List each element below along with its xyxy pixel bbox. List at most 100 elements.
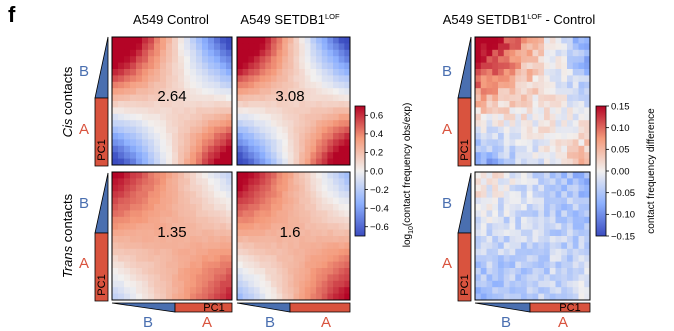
- heatmap-cell: [509, 184, 516, 192]
- heatmap-cis-difference: [474, 36, 591, 166]
- heatmap-cell: [160, 248, 167, 256]
- heatmap-cell: [503, 43, 510, 51]
- heatmap-cell: [555, 178, 562, 186]
- heatmap-cell: [480, 145, 487, 153]
- heatmap-cell: [567, 178, 574, 186]
- heatmap-cell: [124, 56, 131, 63]
- heatmap-cell: [148, 75, 155, 83]
- heatmap-cell: [148, 69, 155, 76]
- colorbar-tick-label: −0.4: [370, 203, 389, 214]
- b-label: B: [442, 63, 452, 80]
- heatmap-cell: [549, 248, 556, 256]
- heatmap-cell: [544, 145, 551, 153]
- heatmap-cell: [270, 210, 277, 218]
- heatmap-cell: [515, 126, 522, 134]
- heatmap-cell: [226, 94, 233, 102]
- heatmap-cell: [242, 223, 249, 230]
- heatmap-cell: [282, 107, 289, 115]
- heatmap-cell: [214, 107, 221, 115]
- heatmap-cell: [242, 242, 249, 250]
- heatmap-cell: [521, 242, 528, 250]
- heatmap-cell: [480, 152, 487, 159]
- heatmap-cell: [154, 236, 161, 243]
- heatmap-cell: [142, 229, 149, 237]
- heatmap-cell: [310, 178, 317, 186]
- heatmap-cell: [142, 107, 149, 115]
- heatmap-cell: [136, 191, 143, 198]
- heatmap-cell: [561, 49, 568, 57]
- heatmap-cell: [226, 81, 233, 89]
- heatmap-cell: [321, 197, 328, 205]
- heatmap-cell: [344, 56, 351, 63]
- heatmap-cell: [526, 75, 533, 83]
- heatmap-cell: [282, 126, 289, 134]
- heatmap-cell: [498, 274, 505, 282]
- heatmap-cell: [112, 107, 119, 115]
- heatmap-cell: [287, 56, 294, 63]
- heatmap-cell: [265, 178, 272, 186]
- heatmap-cell: [142, 120, 149, 127]
- heatmap-cell: [248, 293, 255, 301]
- heatmap-cell: [142, 126, 149, 134]
- heatmap-cell: [253, 293, 260, 301]
- heatmap-cell: [567, 37, 574, 44]
- heatmap-cell: [270, 172, 277, 179]
- heatmap-cell: [492, 255, 499, 262]
- heatmap-cell: [299, 280, 306, 288]
- heatmap-cell: [492, 133, 499, 140]
- heatmap-cell: [118, 62, 125, 70]
- heatmap-cell: [184, 43, 191, 51]
- heatmap-cell: [196, 94, 203, 102]
- heatmap-cell: [327, 280, 334, 288]
- heatmap-cell: [584, 139, 591, 147]
- heatmap-cell: [136, 94, 143, 102]
- colorbar-tick-label: −0.15: [611, 231, 635, 242]
- heatmap-cell: [561, 274, 568, 282]
- heatmap-cell: [112, 223, 119, 230]
- heatmap-cell: [572, 101, 579, 108]
- heatmap-cell: [253, 120, 260, 127]
- heatmap-cell: [124, 197, 131, 205]
- heatmap-cell: [532, 236, 539, 243]
- heatmap-cell: [293, 197, 300, 205]
- heatmap-cell: [578, 191, 585, 198]
- heatmap-cell: [118, 172, 125, 179]
- heatmap-cell: [584, 113, 591, 121]
- heatmap-cell: [196, 287, 203, 294]
- heatmap-cell: [304, 248, 311, 256]
- heatmap-cell: [321, 229, 328, 237]
- heatmap-cell: [130, 191, 137, 198]
- heatmap-cell: [321, 280, 328, 288]
- heatmap-cell: [503, 56, 510, 63]
- heatmap-cell: [515, 75, 522, 83]
- heatmap-cell: [549, 229, 556, 237]
- heatmap-cell: [259, 75, 266, 83]
- heatmap-cell: [538, 236, 545, 243]
- heatmap-cell: [184, 69, 191, 76]
- heatmap-cell: [521, 191, 528, 198]
- heatmap-cell: [242, 107, 249, 115]
- heatmap-cell: [136, 261, 143, 269]
- heatmap-cell: [532, 75, 539, 83]
- b-label: B: [143, 314, 153, 331]
- heatmap-cell: [270, 191, 277, 198]
- heatmap-cell: [492, 152, 499, 159]
- heatmap-cell: [475, 145, 482, 153]
- heatmap-cell: [190, 88, 197, 95]
- heatmap-cell: [316, 197, 323, 205]
- heatmap-cell: [344, 191, 351, 198]
- heatmap-cell: [242, 43, 249, 51]
- heatmap-cell: [526, 223, 533, 230]
- heatmap-cell: [166, 133, 173, 140]
- heatmap-cell: [112, 216, 119, 224]
- heatmap-cell: [208, 43, 215, 51]
- heatmap-cell: [555, 120, 562, 127]
- heatmap-cell: [549, 274, 556, 282]
- heatmap-cell: [154, 255, 161, 262]
- heatmap-cell: [248, 274, 255, 282]
- heatmap-cell: [214, 81, 221, 89]
- heatmap-cell: [515, 204, 522, 211]
- heatmap-cell: [321, 274, 328, 282]
- heatmap-cell: [480, 101, 487, 108]
- heatmap-cell: [178, 172, 185, 179]
